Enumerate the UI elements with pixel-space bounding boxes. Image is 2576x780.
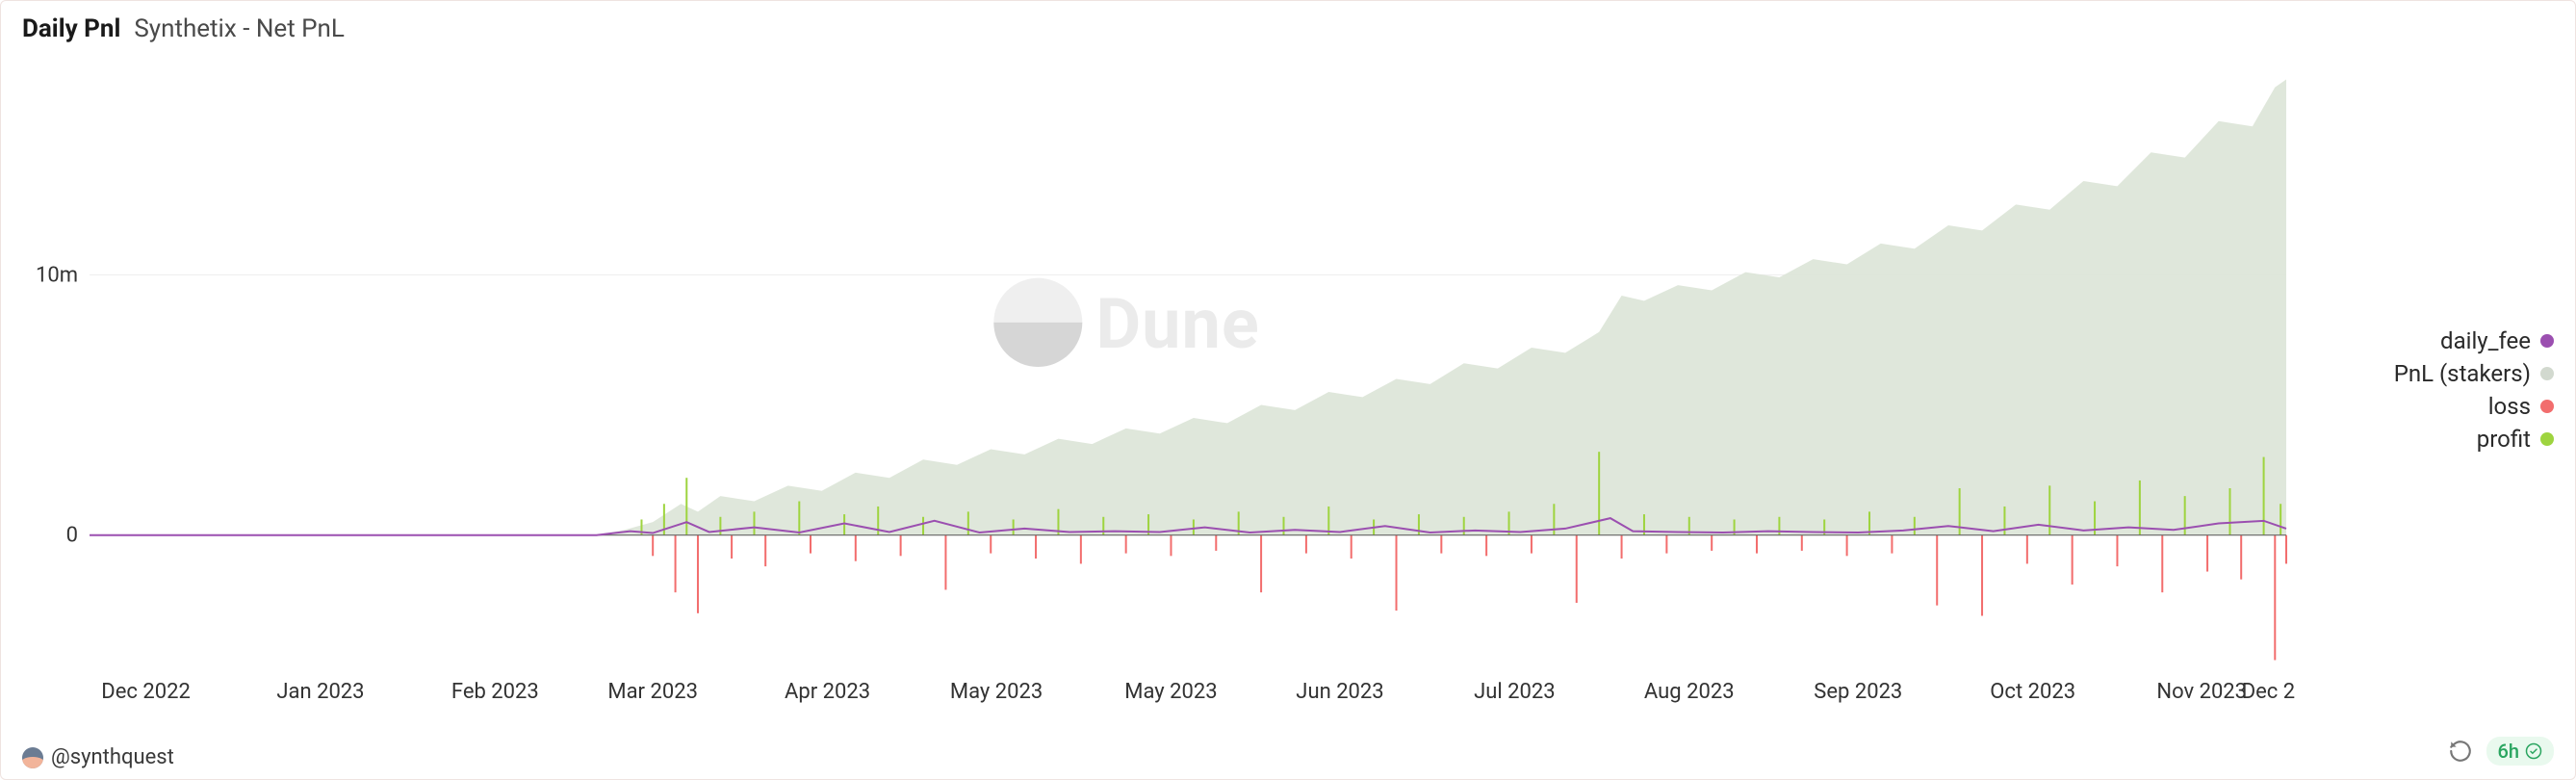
chart-subtitle: Synthetix - Net PnL bbox=[134, 14, 345, 43]
svg-text:May 2023: May 2023 bbox=[950, 680, 1043, 704]
chart-plot-area[interactable]: Dune 0 10m Dec 2022 Jan 2023 Feb 2023 Mar 202… bbox=[22, 57, 2296, 704]
svg-text:Sep 2023: Sep 2023 bbox=[1814, 680, 1902, 704]
legend-item[interactable]: daily_fee bbox=[2313, 327, 2554, 354]
svg-text:Nov 2023: Nov 2023 bbox=[2156, 680, 2247, 704]
legend-item[interactable]: profit bbox=[2313, 426, 2554, 453]
author-handle: @synthquest bbox=[51, 745, 174, 769]
svg-text:0: 0 bbox=[66, 524, 78, 548]
svg-text:Jun 2023: Jun 2023 bbox=[1296, 680, 1383, 704]
check-circle-icon bbox=[2525, 742, 2542, 760]
legend-swatch bbox=[2540, 432, 2554, 446]
svg-text:Oct 2023: Oct 2023 bbox=[1990, 680, 2075, 704]
query-age-pill[interactable]: 6h bbox=[2486, 737, 2554, 766]
svg-text:Mar 2023: Mar 2023 bbox=[607, 680, 698, 704]
legend-item[interactable]: loss bbox=[2313, 393, 2554, 420]
author-link[interactable]: @synthquest bbox=[22, 745, 174, 769]
query-age-label: 6h bbox=[2498, 740, 2519, 763]
svg-text:Jul 2023: Jul 2023 bbox=[1474, 680, 1556, 704]
chart-title: Daily Pnl bbox=[22, 14, 120, 43]
chart-header: Daily Pnl Synthetix - Net PnL bbox=[1, 1, 2575, 43]
refresh-icon[interactable] bbox=[2448, 739, 2473, 764]
legend-label: profit bbox=[2477, 426, 2531, 453]
legend-swatch bbox=[2540, 367, 2554, 380]
legend-label: PnL (stakers) bbox=[2394, 360, 2531, 387]
legend-swatch bbox=[2540, 400, 2554, 413]
svg-text:Jan 2023: Jan 2023 bbox=[276, 680, 364, 704]
legend-item[interactable]: PnL (stakers) bbox=[2313, 360, 2554, 387]
svg-text:Dec 2022: Dec 2022 bbox=[101, 680, 191, 704]
chart-legend: daily_fee PnL (stakers) loss profit bbox=[2313, 1, 2554, 779]
svg-text:Aug 2023: Aug 2023 bbox=[1644, 680, 1735, 704]
legend-label: daily_fee bbox=[2440, 327, 2531, 354]
svg-text:Dune: Dune bbox=[1095, 283, 1259, 365]
chart-controls: 6h bbox=[2448, 737, 2554, 766]
svg-text:10m: 10m bbox=[36, 263, 78, 287]
svg-text:Dec 2023: Dec 2023 bbox=[2242, 680, 2296, 704]
chart-card: Daily Pnl Synthetix - Net PnL Dune 010mD… bbox=[0, 0, 2576, 780]
svg-text:Apr 2023: Apr 2023 bbox=[785, 680, 870, 704]
legend-label: loss bbox=[2488, 393, 2531, 420]
dune-icon bbox=[22, 747, 43, 768]
svg-text:May 2023: May 2023 bbox=[1124, 680, 1217, 704]
svg-text:Feb 2023: Feb 2023 bbox=[451, 680, 539, 704]
legend-swatch bbox=[2540, 334, 2554, 348]
